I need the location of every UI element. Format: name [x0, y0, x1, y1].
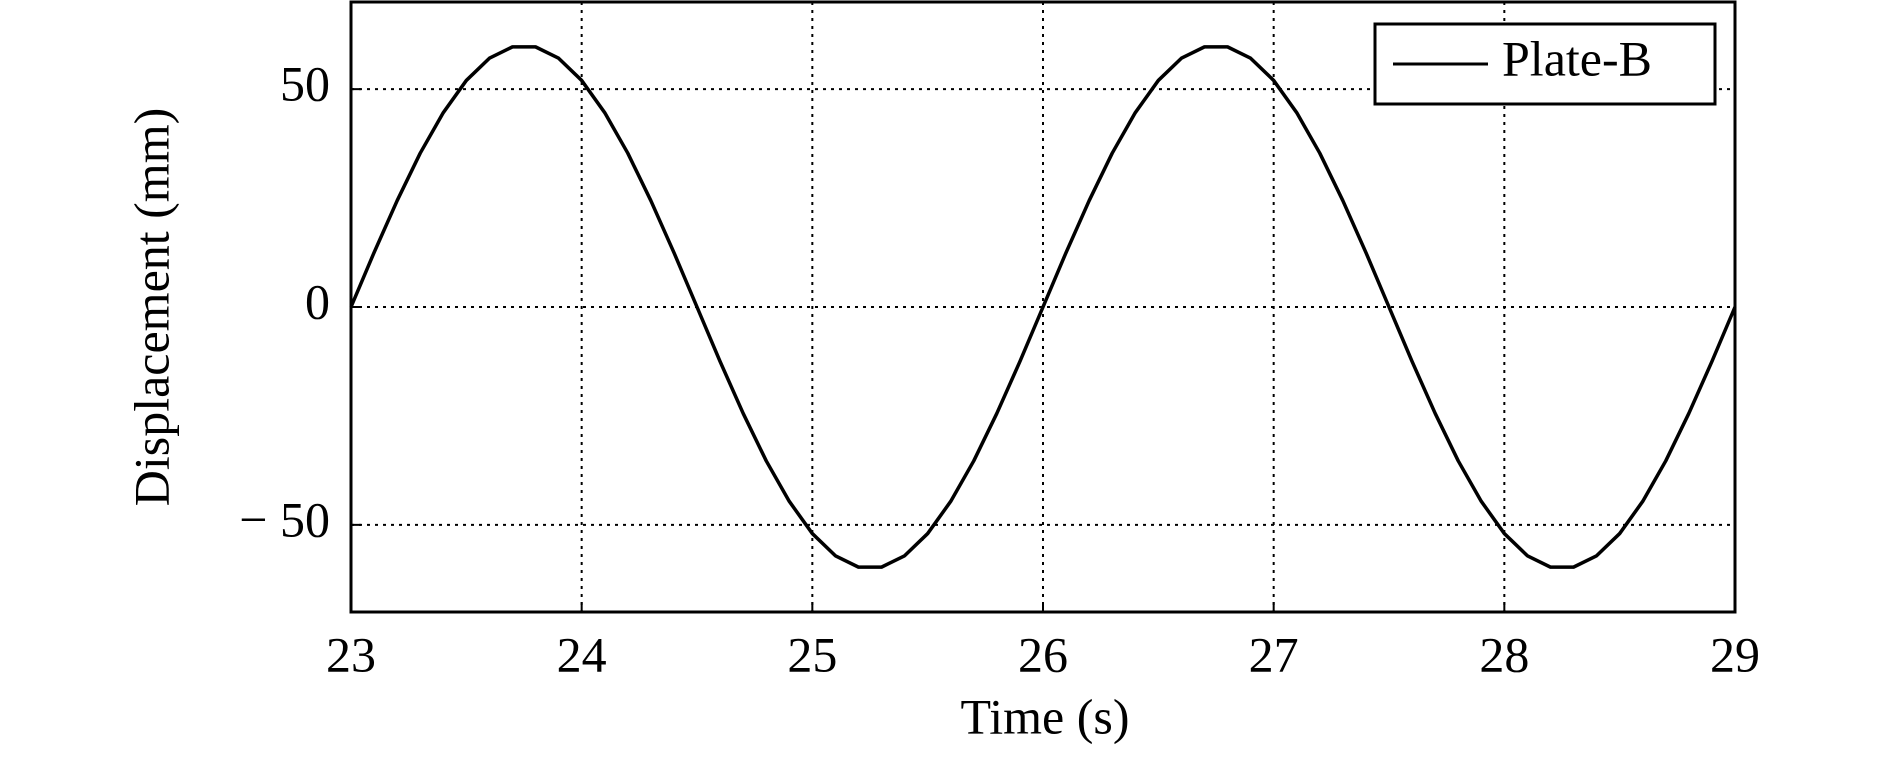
y-axis-label: Displacement (mm) [123, 108, 179, 507]
x-tick-label: 26 [1018, 626, 1068, 682]
y-tick-label: − 50 [239, 491, 330, 547]
x-axis-label: Time (s) [960, 688, 1129, 744]
x-tick-label: 25 [787, 626, 837, 682]
x-tick-label: 23 [326, 626, 376, 682]
x-tick-label: 27 [1249, 626, 1299, 682]
data-line [349, 45, 1737, 569]
y-tick-label: 50 [280, 56, 330, 112]
plot-frame [349, 0, 1737, 614]
y-tick-label: 0 [305, 273, 330, 329]
legend-label: Plate-B [1502, 30, 1652, 86]
x-tick-label: 24 [557, 626, 607, 682]
x-tick-label: 29 [1710, 626, 1760, 682]
x-tick-label: 28 [1479, 626, 1529, 682]
